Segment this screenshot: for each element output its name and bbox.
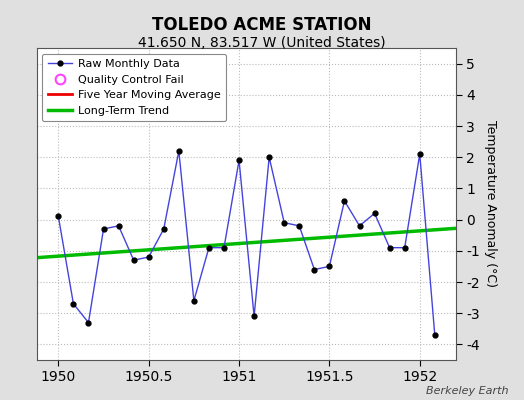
Raw Monthly Data	[326, 264, 333, 269]
Raw Monthly Data	[387, 245, 393, 250]
Raw Monthly Data	[341, 198, 347, 203]
Raw Monthly Data	[372, 211, 378, 216]
Raw Monthly Data	[266, 155, 272, 160]
Raw Monthly Data	[146, 255, 152, 260]
Raw Monthly Data	[296, 224, 302, 228]
Raw Monthly Data	[432, 333, 438, 338]
Raw Monthly Data	[206, 245, 212, 250]
Text: TOLEDO ACME STATION: TOLEDO ACME STATION	[152, 16, 372, 34]
Raw Monthly Data	[417, 152, 423, 156]
Raw Monthly Data	[70, 302, 77, 306]
Raw Monthly Data	[236, 158, 242, 163]
Legend: Raw Monthly Data, Quality Control Fail, Five Year Moving Average, Long-Term Tren: Raw Monthly Data, Quality Control Fail, …	[42, 54, 226, 121]
Raw Monthly Data	[85, 320, 92, 325]
Raw Monthly Data	[176, 148, 182, 153]
Raw Monthly Data	[55, 214, 61, 219]
Raw Monthly Data	[191, 298, 197, 303]
Raw Monthly Data	[161, 226, 167, 231]
Raw Monthly Data	[101, 226, 107, 231]
Raw Monthly Data	[251, 314, 257, 319]
Raw Monthly Data	[281, 220, 287, 225]
Raw Monthly Data	[311, 267, 318, 272]
Text: Berkeley Earth: Berkeley Earth	[426, 386, 508, 396]
Raw Monthly Data	[130, 258, 137, 262]
Text: 41.650 N, 83.517 W (United States): 41.650 N, 83.517 W (United States)	[138, 36, 386, 50]
Line: Raw Monthly Data: Raw Monthly Data	[56, 148, 437, 338]
Y-axis label: Temperature Anomaly (°C): Temperature Anomaly (°C)	[484, 120, 497, 288]
Raw Monthly Data	[115, 224, 122, 228]
Raw Monthly Data	[356, 224, 363, 228]
Raw Monthly Data	[221, 245, 227, 250]
Raw Monthly Data	[401, 245, 408, 250]
